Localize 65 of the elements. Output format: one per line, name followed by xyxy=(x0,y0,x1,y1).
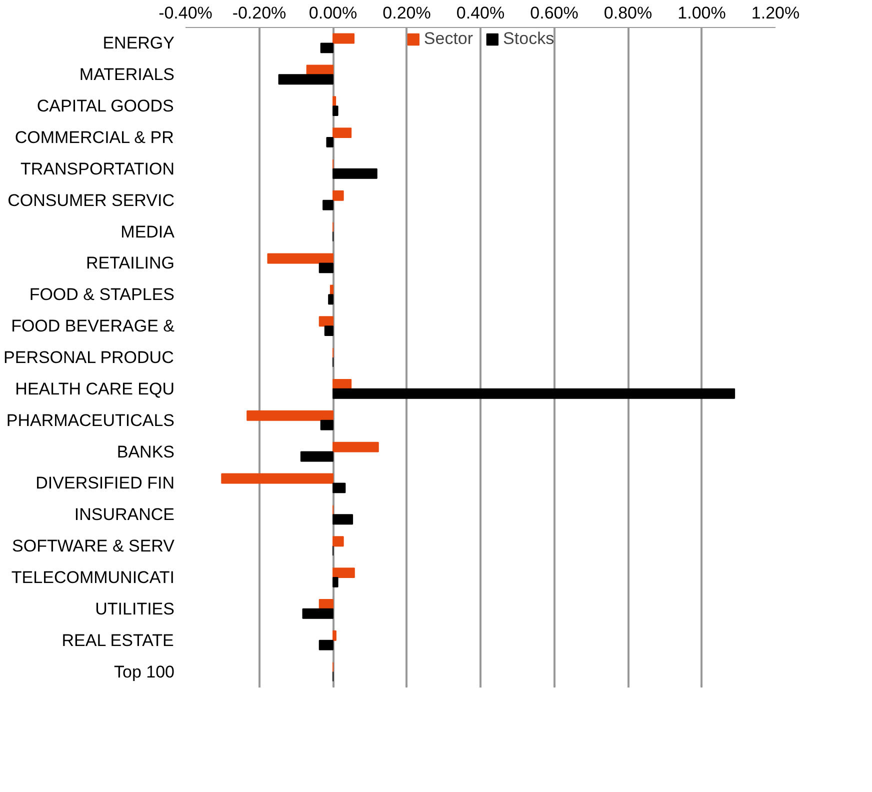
bar xyxy=(267,253,334,264)
bar xyxy=(320,420,334,430)
bar xyxy=(278,74,334,85)
bar xyxy=(318,262,334,274)
bar xyxy=(221,473,334,484)
y-tick-label: UTILITIES xyxy=(95,599,175,618)
bar xyxy=(302,608,334,619)
bar xyxy=(332,482,346,494)
bar xyxy=(332,630,336,641)
bar xyxy=(332,514,354,525)
bar xyxy=(326,137,334,148)
y-tick-label: TRANSPORTATION xyxy=(20,159,175,178)
bar xyxy=(332,106,338,116)
bar xyxy=(332,536,344,547)
bar xyxy=(332,442,379,452)
bar xyxy=(332,128,352,138)
x-tick-label: 1.00% xyxy=(678,4,726,22)
x-tick-label: 0.00% xyxy=(308,4,358,22)
x-tick-label: 0.20% xyxy=(382,4,431,22)
bar xyxy=(318,316,334,327)
bar xyxy=(318,599,334,610)
y-tick-label: BANKS xyxy=(116,442,175,462)
bar xyxy=(322,200,334,210)
y-tick-label: SOFTWARE & SERV xyxy=(12,536,176,556)
y-tick-label: FOOD BEVERAGE & xyxy=(11,316,176,336)
bar xyxy=(330,284,334,296)
legend-label: Sector xyxy=(424,29,474,49)
x-tick-label: -0.40% xyxy=(158,4,212,22)
y-tick-label: PHARMACEUTICALS xyxy=(6,410,174,430)
bar xyxy=(332,33,355,44)
y-tick-label: REAL ESTATE xyxy=(62,630,174,650)
bar xyxy=(332,388,736,399)
bar xyxy=(332,568,355,578)
y-tick-label: RETAILING xyxy=(86,254,175,273)
y-tick-label: FOOD & STAPLES xyxy=(29,285,175,304)
y-tick-label: MATERIALS xyxy=(79,65,174,84)
legend-label: Stocks xyxy=(503,29,554,49)
y-tick-label: PERSONAL PRODUC xyxy=(4,348,174,367)
bar xyxy=(306,64,334,76)
x-tick-label: 0.80% xyxy=(604,4,652,22)
y-tick-label: CONSUMER SERVIC xyxy=(8,190,175,210)
x-tick-label: 0.40% xyxy=(456,4,505,22)
bar xyxy=(324,326,334,336)
bar xyxy=(318,640,334,650)
y-tick-label: DIVERSIFIED FIN xyxy=(36,474,175,493)
bar xyxy=(320,42,334,54)
y-tick-label: CAPITAL GOODS xyxy=(36,96,174,116)
y-tick-label: ENERGY xyxy=(102,34,175,53)
y-tick-label: COMMERCIAL & PR xyxy=(14,128,174,147)
x-tick-label: 1.20% xyxy=(751,4,800,22)
y-tick-label: MEDIA xyxy=(120,222,176,242)
bar xyxy=(332,379,352,390)
y-tick-label: Top 100 xyxy=(114,662,175,682)
bar xyxy=(328,294,334,305)
y-tick-label: TELECOMMUNICATI xyxy=(11,568,174,587)
x-tick-label: -0.20% xyxy=(232,4,286,22)
bar xyxy=(332,96,336,107)
y-tick-label: HEALTH CARE EQU xyxy=(15,379,175,398)
bar xyxy=(332,168,378,179)
y-tick-label: INSURANCE xyxy=(74,505,174,524)
bar xyxy=(332,190,344,201)
bar xyxy=(300,451,334,462)
bar xyxy=(246,410,334,421)
bar xyxy=(332,577,338,588)
x-tick-label: 0.60% xyxy=(530,4,578,22)
